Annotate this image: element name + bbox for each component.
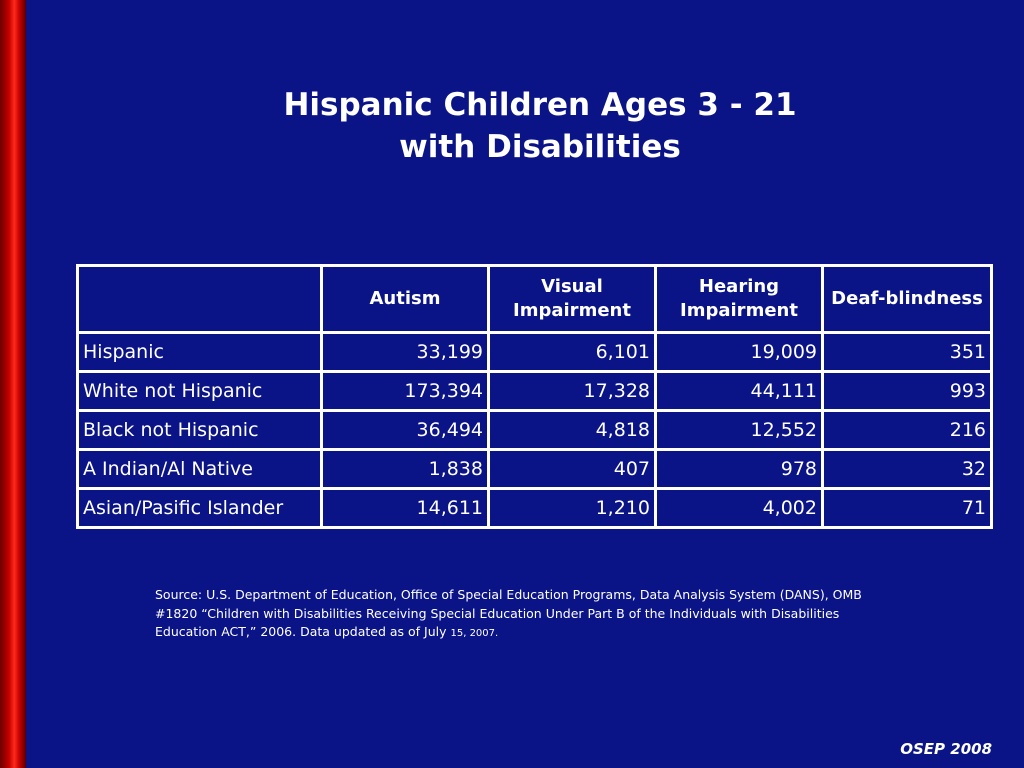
cell-hearing: 12,552 <box>654 409 824 451</box>
cell-deaf-blindness: 32 <box>821 448 993 490</box>
header-visual-impairment: Visual Impairment <box>487 264 657 334</box>
table-row: White not Hispanic 173,394 17,328 44,111… <box>76 370 993 412</box>
cell-hearing: 44,111 <box>654 370 824 412</box>
table-row: Hispanic 33,199 6,101 19,009 351 <box>76 331 993 373</box>
header-empty <box>76 264 323 334</box>
table-header-row: Autism Visual Impairment Hearing Impairm… <box>76 264 993 334</box>
cell-hearing: 978 <box>654 448 824 490</box>
table-row: Asian/Pasific Islander 14,611 1,210 4,00… <box>76 487 993 529</box>
cell-hearing: 4,002 <box>654 487 824 529</box>
cell-autism: 173,394 <box>320 370 490 412</box>
red-accent-bar <box>0 0 26 768</box>
row-label: Black not Hispanic <box>76 409 323 451</box>
row-label: Asian/Pasific Islander <box>76 487 323 529</box>
row-label: Hispanic <box>76 331 323 373</box>
row-label: A Indian/Al Native <box>76 448 323 490</box>
cell-deaf-blindness: 71 <box>821 487 993 529</box>
cell-autism: 33,199 <box>320 331 490 373</box>
header-autism: Autism <box>320 264 490 334</box>
cell-deaf-blindness: 993 <box>821 370 993 412</box>
header-deaf-blindness: Deaf-blindness <box>821 264 993 334</box>
slide-title: Hispanic Children Ages 3 - 21 with Disab… <box>160 84 920 168</box>
title-line-2: with Disabilities <box>399 129 681 165</box>
row-label: White not Hispanic <box>76 370 323 412</box>
cell-visual: 407 <box>487 448 657 490</box>
cell-deaf-blindness: 351 <box>821 331 993 373</box>
cell-autism: 36,494 <box>320 409 490 451</box>
cell-visual: 4,818 <box>487 409 657 451</box>
source-citation: Source: U.S. Department of Education, Of… <box>155 586 885 644</box>
cell-autism: 1,838 <box>320 448 490 490</box>
disabilities-table: Autism Visual Impairment Hearing Impairm… <box>76 264 993 529</box>
cell-visual: 6,101 <box>487 331 657 373</box>
cell-visual: 17,328 <box>487 370 657 412</box>
table-row: A Indian/Al Native 1,838 407 978 32 <box>76 448 993 490</box>
source-date: 15, 2007. <box>450 628 499 639</box>
cell-visual: 1,210 <box>487 487 657 529</box>
header-hearing-impairment: Hearing Impairment <box>654 264 824 334</box>
title-line-1: Hispanic Children Ages 3 - 21 <box>283 87 797 123</box>
footer-label: OSEP 2008 <box>900 740 992 758</box>
source-text: Source: U.S. Department of Education, Of… <box>155 587 862 639</box>
cell-deaf-blindness: 216 <box>821 409 993 451</box>
table-row: Black not Hispanic 36,494 4,818 12,552 2… <box>76 409 993 451</box>
cell-hearing: 19,009 <box>654 331 824 373</box>
cell-autism: 14,611 <box>320 487 490 529</box>
